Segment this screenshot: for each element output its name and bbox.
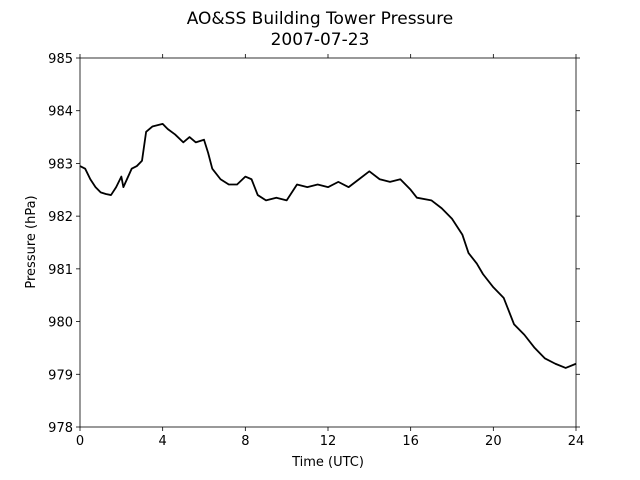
x-tick-label: 12 (320, 434, 337, 449)
y-tick-label: 982 (48, 210, 73, 225)
y-tick-label: 983 (48, 157, 73, 172)
chart-title: AO&SS Building Tower Pressure (187, 9, 454, 29)
y-axis-label: Pressure (hPa) (24, 195, 39, 288)
x-tick-label: 20 (485, 434, 502, 449)
y-tick-label: 984 (48, 105, 73, 120)
y-tick-label: 981 (48, 263, 73, 278)
x-tick-label: 8 (241, 434, 249, 449)
x-tick-label: 24 (568, 434, 585, 449)
data-line (79, 122, 577, 369)
y-tick-label: 985 (48, 52, 73, 67)
y-tick-label: 980 (48, 316, 73, 331)
x-tick-label: 4 (159, 434, 167, 449)
plot-frame (79, 57, 577, 428)
x-tick-label: 0 (76, 434, 84, 449)
chart-subtitle: 2007-07-23 (271, 30, 370, 50)
y-tick-label: 979 (48, 368, 73, 383)
x-tick-label: 16 (402, 434, 419, 449)
y-tick-label: 978 (48, 421, 73, 436)
x-axis-label: Time (UTC) (291, 455, 364, 470)
